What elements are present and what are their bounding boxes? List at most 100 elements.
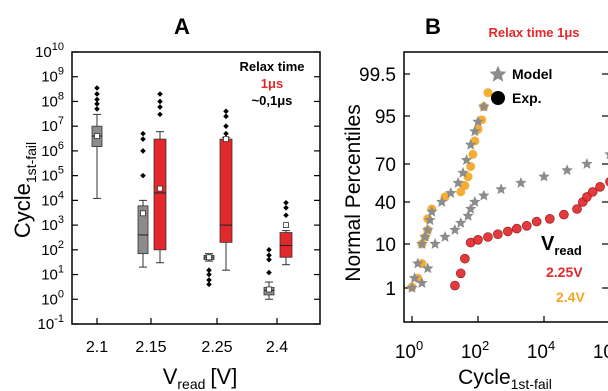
panel-a-x-axis: 2.1 2.15 2.25 2.4 xyxy=(86,318,288,356)
exp-circle-point xyxy=(503,226,513,237)
panel-a-x-tick-label: 2.1 xyxy=(86,339,108,356)
series-model xyxy=(406,100,490,293)
exp-circle-point xyxy=(473,235,483,245)
panel-b-x-axis-label: Cycle1st-fail xyxy=(458,366,552,391)
exp-circle-point xyxy=(587,187,598,197)
panel-a-y-tick-label: 1010 xyxy=(35,41,64,61)
outlier-point xyxy=(206,271,212,278)
panel-b-y-tick-label: 10 xyxy=(375,235,396,256)
model-star-point xyxy=(426,205,438,217)
exp-circle-point xyxy=(559,209,569,220)
panel-b-vread-legend: Vread 2.25V 2.4V xyxy=(541,233,585,305)
exp-circle-point xyxy=(466,162,476,172)
legend-exp-label: Exp. xyxy=(512,90,542,106)
model-star-point xyxy=(406,282,418,293)
panel-a-y-axis-label: Cycle1st-fail xyxy=(10,142,39,238)
panel-b-y-tick-label: 40 xyxy=(375,193,396,214)
exp-circle-point xyxy=(595,182,605,192)
exp-circle-point xyxy=(460,181,470,191)
outlier-point xyxy=(94,96,100,103)
panel-a: 10-1 100 101 102 103 104 105 106 107 108 109 1010 2… xyxy=(10,41,321,391)
outlier-point xyxy=(223,113,229,120)
box-2.15-red xyxy=(153,91,167,264)
panel-b-points xyxy=(406,88,608,293)
mean-marker xyxy=(157,185,163,192)
panel-a-y-tick-label: 105 xyxy=(41,165,64,185)
legend-exp-circle-icon xyxy=(491,91,505,105)
model-star-point xyxy=(472,115,484,127)
model-star-point xyxy=(424,214,436,226)
model-star-point xyxy=(452,177,464,188)
box-2.1-gray xyxy=(91,85,103,199)
model-star-point xyxy=(445,187,457,198)
box-2.4-red xyxy=(279,199,293,266)
panel-a-y-tick-label: 104 xyxy=(41,189,64,209)
panel-a-legend-01us: ~0,1μs xyxy=(252,93,293,108)
panel-b-x-axis: 100102104106108 xyxy=(395,316,608,363)
model-star-point xyxy=(495,183,507,195)
model-star-point xyxy=(478,100,490,112)
exp-circle-point xyxy=(460,253,470,264)
panel-a-y-tick-label: 10-1 xyxy=(38,313,64,333)
panel-b-legend: Model Exp. xyxy=(489,65,552,106)
box-body xyxy=(279,232,293,258)
exp-circle-point xyxy=(572,204,582,214)
panel-a-legend-1us: 1μs xyxy=(261,76,283,91)
mean-marker xyxy=(94,133,100,139)
outlier-point xyxy=(140,130,146,137)
model-star-point xyxy=(416,238,428,249)
panel-b-title: Relax time 1μs xyxy=(488,25,579,40)
panel-a-x-tick-label: 2.15 xyxy=(135,339,166,356)
outlier-point xyxy=(283,199,289,206)
model-star-point xyxy=(478,189,490,201)
box-2.25-gray xyxy=(203,253,215,288)
model-star-point xyxy=(561,164,573,176)
box-body xyxy=(153,138,167,251)
outlier-point xyxy=(94,85,100,91)
mean-marker xyxy=(140,210,146,217)
outlier-point xyxy=(140,172,146,179)
outlier-point xyxy=(266,252,272,259)
mean-marker xyxy=(283,222,289,228)
model-star-point xyxy=(416,277,428,288)
panel-a-y-tick-label: 109 xyxy=(41,66,64,86)
panel-b-x-tick-label: 102 xyxy=(461,338,489,363)
outlier-point xyxy=(157,91,163,97)
model-star-point xyxy=(457,166,469,178)
exp-circle-point xyxy=(483,232,493,242)
outlier-point xyxy=(206,277,212,283)
panel-a-y-tick-label: 102 xyxy=(41,239,64,259)
outlier-point xyxy=(283,212,289,219)
model-star-point xyxy=(604,152,608,160)
outlier-point xyxy=(223,108,229,115)
panel-b-y-axis-label: Normal Percentiles xyxy=(342,104,365,281)
exp-circle-point xyxy=(463,172,473,182)
vread-legend-225v: 2.25V xyxy=(546,264,583,280)
panel-b-x-tick-label: 106 xyxy=(593,338,608,363)
outlier-point xyxy=(94,91,100,97)
outlier-point xyxy=(157,98,163,105)
mean-marker xyxy=(206,254,212,261)
panel-a-y-tick-label: 101 xyxy=(41,264,64,284)
model-star-point xyxy=(469,196,481,207)
model-star-point xyxy=(581,158,593,169)
model-star-point xyxy=(429,238,441,249)
model-star-point xyxy=(412,257,424,269)
panel-b-right-ticks xyxy=(602,73,608,289)
exp-circle-point xyxy=(455,268,466,279)
panel-a-x-tick-label: 2.4 xyxy=(266,339,288,356)
outlier-point xyxy=(266,256,272,263)
series-model xyxy=(416,152,608,288)
box-2.4-gray xyxy=(263,247,275,300)
mean-marker xyxy=(223,136,229,143)
model-star-point xyxy=(515,177,527,188)
panel-b-y-tick-label: 1 xyxy=(385,279,396,300)
panel-a-x-axis-label: Vread [V] xyxy=(163,364,238,391)
outlier-point xyxy=(206,267,212,273)
model-star-point xyxy=(538,170,550,182)
legend-model-label: Model xyxy=(512,66,552,82)
model-star-point xyxy=(465,203,477,214)
panel-b-y-tick-label: 95 xyxy=(375,107,396,128)
outlier-point xyxy=(157,111,163,118)
